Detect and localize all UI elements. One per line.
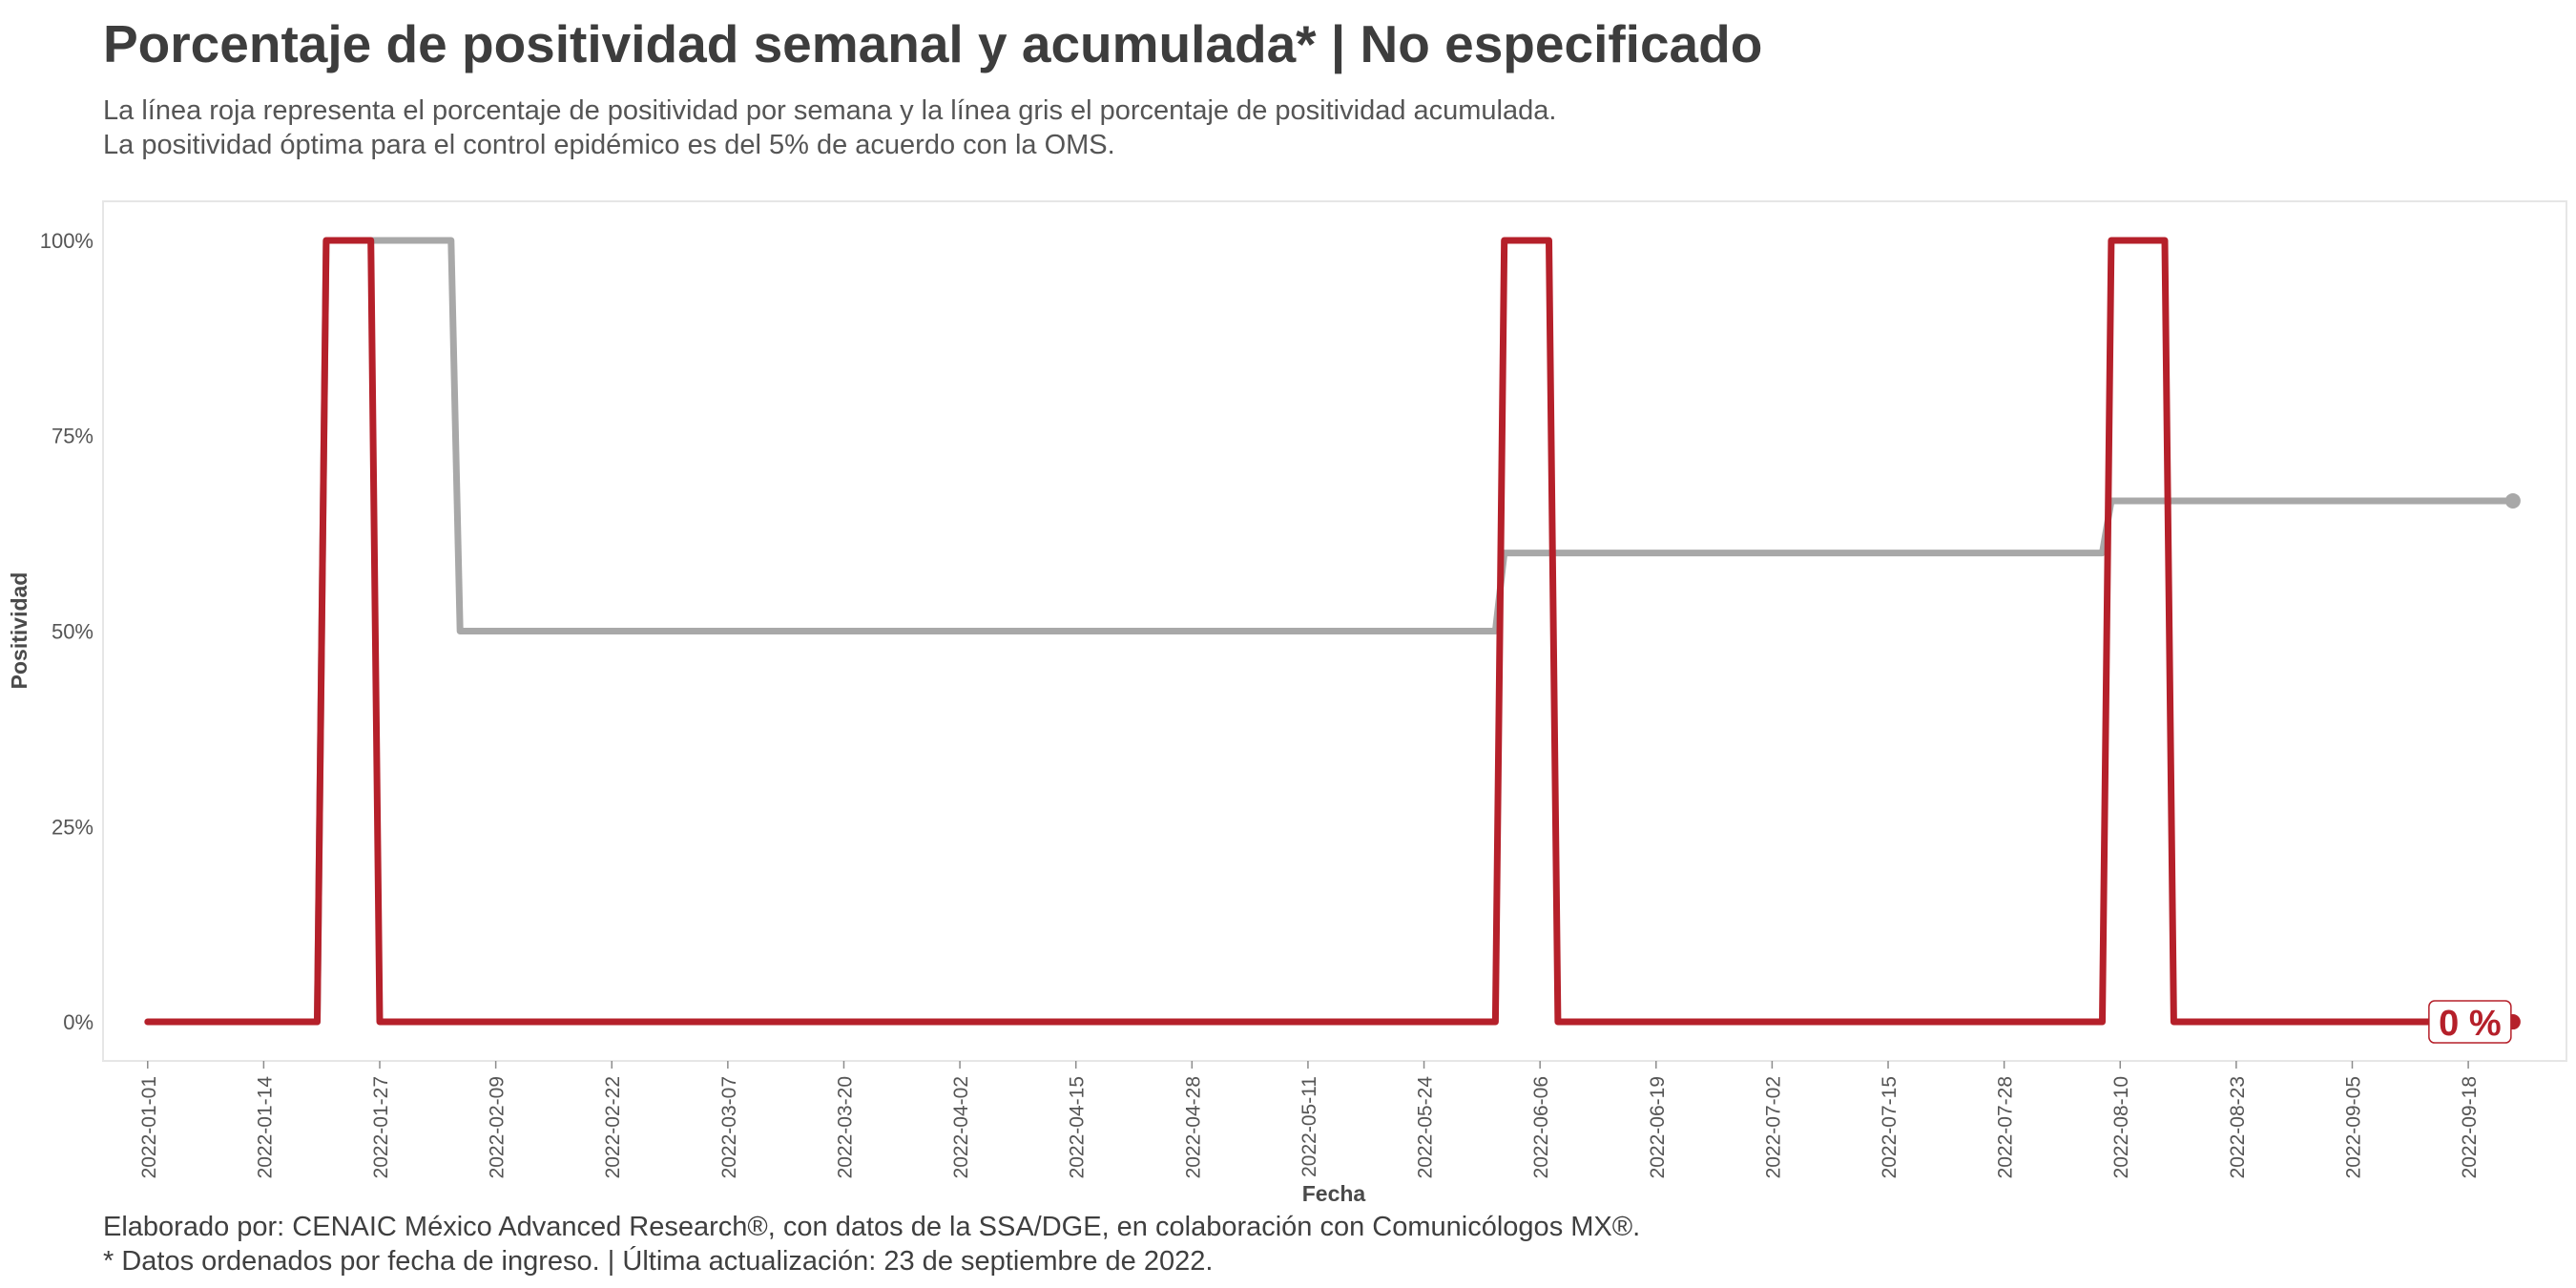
y-tick-label: 25% [52,815,93,839]
x-tick-label: 2022-02-09 [487,1076,509,1178]
y-tick-label: 75% [52,425,93,448]
x-tick-label: 2022-04-15 [1067,1076,1089,1178]
chart-title: Porcentaje de positividad semanal y acum… [103,14,1763,73]
x-tick-label: 2022-05-11 [1298,1076,1320,1177]
x-tick-label: 2022-09-18 [2459,1076,2481,1178]
subtitle-line-1: La línea roja representa el porcentaje d… [103,95,1557,126]
end-value-label-box [2428,1000,2512,1044]
x-tick-label: 2022-03-07 [718,1076,740,1178]
x-tick-label: 2022-04-02 [950,1076,972,1178]
y-axis-title: Positividad [7,572,31,690]
x-tick-label: 2022-01-14 [254,1076,276,1179]
weekly-line [144,237,2517,1026]
x-tick-label: 2022-05-24 [1415,1076,1437,1179]
x-tick-label: 2022-06-19 [1647,1076,1669,1178]
x-tick-label: 2022-08-10 [2110,1076,2132,1178]
chart-subtitle: La línea roja representa el porcentaje d… [103,93,1556,162]
y-axis: 0% 25% 50% 75% 100% [40,229,93,1034]
x-tick-label: 2022-01-27 [370,1076,392,1178]
x-tick-label: 2022-01-01 [138,1076,160,1178]
cumulative-end-point [2504,492,2521,509]
x-axis-title: Fecha [1302,1181,1366,1206]
end-value-label: 0 % [2439,1004,2501,1044]
x-tick-label: 2022-02-22 [602,1076,624,1178]
x-tick-label: 2022-09-05 [2342,1076,2364,1178]
y-tick-label: 100% [40,229,93,253]
caption-line-1: Elaborado por: CENAIC México Advanced Re… [103,1212,1641,1242]
x-tick-label: 2022-06-06 [1530,1076,1552,1178]
caption-line-2: * Datos ordenados por fecha de ingreso. … [103,1246,1214,1277]
x-tick-label: 2022-07-02 [1762,1076,1784,1178]
y-tick-label: 50% [52,620,93,644]
x-axis: 2022-01-01 2022-01-14 2022-01-27 2022-02-09… [138,1061,2481,1178]
chart-caption: Elaborado por: CENAIC México Advanced Re… [103,1210,1640,1278]
x-tick-label: 2022-08-23 [2227,1076,2249,1178]
subtitle-line-2: La positividad óptima para el control ep… [103,130,1115,160]
label-layer: 0 % [2428,1000,2512,1044]
x-tick-label: 2022-03-20 [834,1076,856,1178]
x-tick-label: 2022-04-28 [1182,1076,1204,1178]
y-tick-label: 0% [63,1010,93,1034]
x-tick-label: 2022-07-28 [1995,1076,2017,1178]
x-tick-label: 2022-07-15 [1879,1076,1901,1178]
